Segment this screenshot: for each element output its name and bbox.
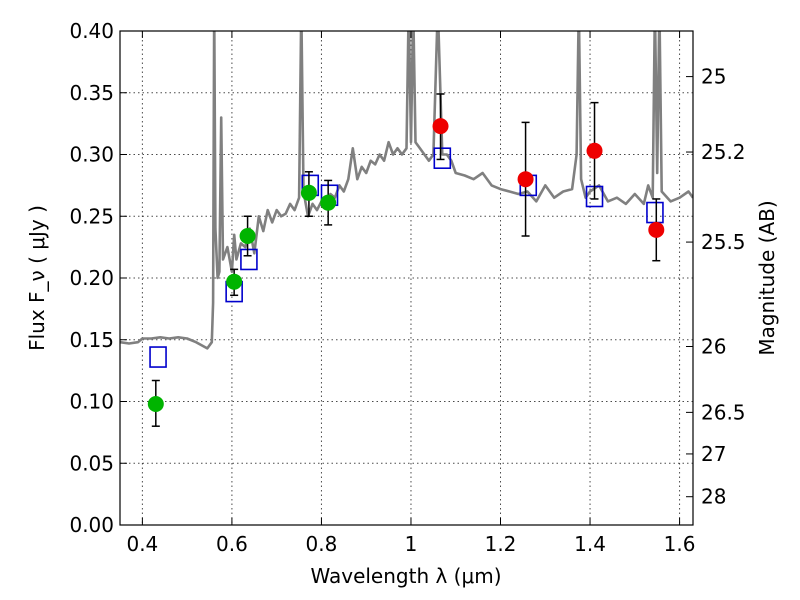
right-tick-label: 25 bbox=[701, 65, 726, 89]
optical-photometry-point bbox=[147, 395, 164, 412]
x-tick-label: 1 bbox=[405, 532, 418, 556]
x-tick-label: 1.4 bbox=[574, 532, 606, 556]
data-marks bbox=[147, 93, 665, 427]
y-tick-label: 0.35 bbox=[69, 81, 114, 105]
nir-photometry-point bbox=[517, 171, 534, 188]
y-tick-label: 0.10 bbox=[69, 390, 114, 414]
optical-photometry-point bbox=[320, 194, 337, 211]
model-square-marker bbox=[149, 346, 167, 368]
x-axis-title: Wavelength λ (μm) bbox=[310, 564, 501, 588]
x-tick-label: 0.6 bbox=[216, 532, 248, 556]
right-tick-label: 28 bbox=[701, 485, 726, 509]
model-square-marker bbox=[433, 147, 452, 170]
x-tick-label: 1.2 bbox=[485, 532, 517, 556]
optical-photometry-point bbox=[239, 228, 256, 245]
x-tick-label: 0.4 bbox=[126, 532, 158, 556]
axis-ticks: 0.4 0.6 0.8 1 1.2 1.4 1.6 0.00 0.05 0.10 0.15 0.20 0… bbox=[69, 19, 745, 556]
y-tick-label: 0.40 bbox=[69, 19, 114, 43]
right-tick-label: 27 bbox=[701, 442, 726, 466]
spectrum-line bbox=[120, 31, 693, 350]
optical-photometry-point bbox=[226, 273, 243, 290]
optical-photometry-point bbox=[300, 184, 317, 201]
y-axis-title: Flux F_ν ( μJy ) bbox=[25, 205, 49, 351]
model-square-marker bbox=[240, 248, 258, 271]
y-tick-label: 0.25 bbox=[69, 204, 114, 228]
x-tick-label: 0.8 bbox=[306, 532, 338, 556]
y-tick-label: 0.05 bbox=[69, 451, 114, 475]
right-axis-title: Magnitude (AB) bbox=[755, 200, 779, 355]
y-tick-label: 0.30 bbox=[69, 143, 114, 167]
right-tick-label: 26.5 bbox=[701, 400, 746, 424]
y-tick-label: 0.15 bbox=[69, 328, 114, 352]
plot-area bbox=[120, 31, 693, 427]
y-tick-label: 0.20 bbox=[69, 266, 114, 290]
x-tick-label: 1.6 bbox=[664, 532, 696, 556]
right-tick-label: 25.5 bbox=[701, 230, 746, 254]
right-tick-label: 26 bbox=[701, 334, 726, 358]
right-tick-label: 25.2 bbox=[701, 140, 746, 164]
nir-photometry-point bbox=[586, 142, 603, 159]
nir-photometry-point bbox=[432, 118, 449, 135]
y-tick-label: 0.00 bbox=[69, 513, 114, 537]
nir-photometry-point bbox=[648, 221, 665, 238]
